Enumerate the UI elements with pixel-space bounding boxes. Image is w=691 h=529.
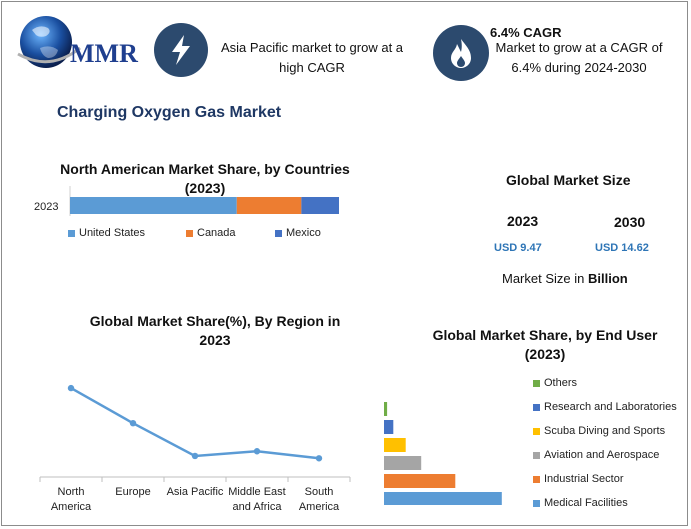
- flame-icon: [433, 25, 489, 81]
- value-2023: USD 9.47: [494, 242, 542, 254]
- legend-swatch: [533, 427, 540, 435]
- region-tick-label: North America: [50, 486, 92, 513]
- na-stacked-bar-chart: 2023: [34, 186, 339, 216]
- region-chart-title: Global Market Share(%), By Region in 202…: [89, 313, 341, 348]
- region-tick-label: Asia Pacific: [166, 486, 224, 498]
- region-tick-label: South America: [298, 486, 340, 513]
- region-line-chart: [39, 384, 351, 482]
- legend-swatch: [533, 379, 540, 387]
- legend-label: Canada: [197, 227, 236, 239]
- legend-swatch: [533, 475, 540, 483]
- end-user-bar: [384, 492, 502, 505]
- legend-swatch: [533, 499, 540, 507]
- cagr-title: 6.4% CAGR: [490, 25, 562, 40]
- legend-united-states: United States: [68, 227, 145, 239]
- end-user-bar: [384, 474, 456, 488]
- end-user-bar: [384, 438, 406, 452]
- legend-swatch: [533, 403, 540, 411]
- lightning-icon: [154, 23, 208, 77]
- legend-swatch: [533, 451, 540, 459]
- legend-canada: Canada: [186, 227, 236, 239]
- end-user-chart-title: Global Market Share, by End User (2023): [432, 327, 658, 362]
- end-user-legend-item: Industrial Sector: [533, 473, 623, 485]
- end-user-legend-item: Scuba Diving and Sports: [533, 425, 665, 437]
- mmr-logo: MMR: [10, 10, 145, 80]
- end-user-bar: [384, 456, 422, 470]
- legend-label: Medical Facilities: [544, 497, 628, 509]
- value-2030: USD 14.62: [595, 242, 649, 254]
- cagr-text: Market to grow at a CAGR of 6.4% during …: [495, 40, 663, 75]
- legend-label: United States: [79, 227, 146, 239]
- end-user-bar: [384, 402, 388, 416]
- na-category-label: 2023: [34, 201, 58, 213]
- end-user-bar-chart: [384, 402, 502, 505]
- market-size-note-prefix: Market Size in: [502, 271, 588, 286]
- end-user-bar: [384, 420, 394, 434]
- end-user-legend-item: Aviation and Aerospace: [533, 449, 659, 461]
- region-point: [253, 448, 261, 455]
- global-market-size-title: Global Market Size: [506, 172, 631, 188]
- na-bar-united-states: [70, 197, 237, 214]
- legend-label: Scuba Diving and Sports: [544, 425, 666, 437]
- end-user-legend-item: Research and Laboratories: [533, 401, 677, 413]
- end-user-legend-item: Medical Facilities: [533, 497, 628, 509]
- legend-label: Aviation and Aerospace: [544, 449, 660, 461]
- region-point: [315, 455, 323, 462]
- market-size-note: Market Size in Billion: [502, 271, 628, 286]
- na-bar-mexico: [301, 197, 339, 214]
- page-title: Charging Oxygen Gas Market: [57, 104, 282, 121]
- region-point: [191, 452, 199, 460]
- legend-mexico: Mexico: [275, 227, 321, 239]
- market-size-note-unit: Billion: [587, 271, 628, 286]
- legend-label: Others: [544, 377, 578, 389]
- region-point: [67, 384, 75, 392]
- region-tick-label: Middle East and Africa: [228, 486, 286, 513]
- info-asia-pacific: Asia Pacific market to grow at a high CA…: [220, 40, 404, 75]
- na-chart-title: North American Market Share, by Countrie…: [60, 161, 350, 196]
- region-series-line: [70, 386, 320, 460]
- legend-swatch: [186, 229, 193, 237]
- end-user-legend-item: Others: [533, 377, 577, 389]
- legend-label: Research and Laboratories: [544, 401, 677, 413]
- legend-swatch: [275, 229, 282, 237]
- logo-text: MMR: [70, 39, 138, 68]
- region-point: [129, 419, 137, 427]
- legend-swatch: [68, 229, 75, 237]
- year-2030: 2030: [614, 214, 646, 230]
- legend-label: Industrial Sector: [544, 473, 624, 485]
- legend-label: Mexico: [286, 227, 321, 239]
- na-bar-canada: [236, 197, 302, 214]
- region-tick-label: Europe: [115, 486, 151, 498]
- year-2023: 2023: [507, 213, 539, 229]
